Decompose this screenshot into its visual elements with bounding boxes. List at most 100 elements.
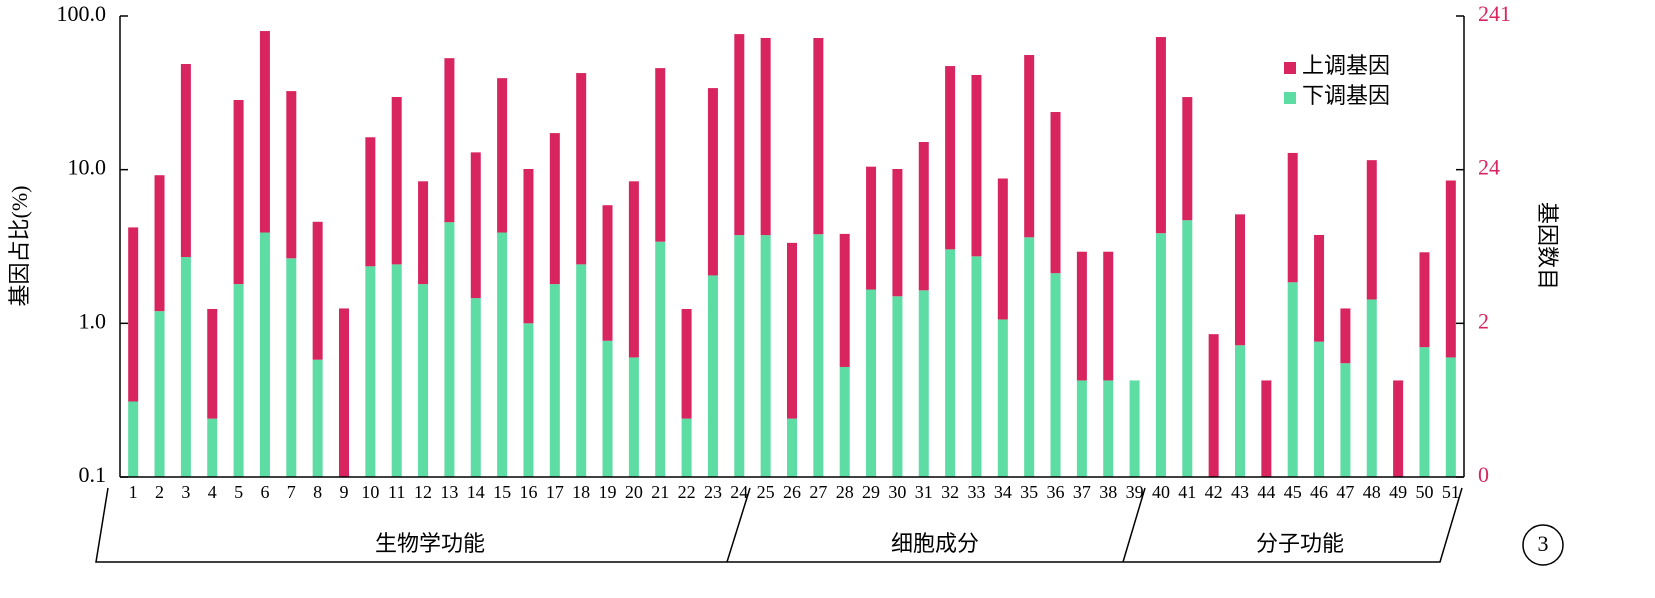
group-label: 分子功能 bbox=[1256, 531, 1344, 556]
x-tick-label: 5 bbox=[234, 482, 243, 502]
bar-segment bbox=[418, 181, 429, 285]
x-tick-label: 25 bbox=[757, 482, 775, 502]
panel-circle bbox=[1522, 524, 1564, 566]
bar-segment bbox=[787, 242, 797, 419]
bar-segment bbox=[1103, 380, 1114, 477]
x-tick-label: 17 bbox=[546, 482, 564, 502]
bar-segment bbox=[1076, 380, 1087, 477]
bar-segment bbox=[470, 152, 481, 299]
y-tick-label: 10.0 bbox=[68, 155, 107, 180]
bar-segment bbox=[154, 311, 165, 477]
bar-segment bbox=[286, 91, 297, 259]
bar-segment bbox=[1340, 363, 1351, 477]
x-tick-label: 31 bbox=[915, 482, 933, 502]
bar-segment bbox=[628, 357, 639, 477]
bar-segment bbox=[207, 308, 218, 419]
legend-swatch bbox=[1284, 92, 1296, 104]
x-tick-label: 39 bbox=[1126, 482, 1144, 502]
bar-segment bbox=[787, 418, 797, 477]
bar-segment bbox=[1419, 252, 1430, 348]
x-tick-label: 1 bbox=[129, 482, 138, 502]
bar-segment bbox=[918, 141, 929, 291]
bar-segment bbox=[892, 169, 903, 297]
bar-segment bbox=[1050, 112, 1061, 274]
bar-segment bbox=[1261, 380, 1272, 477]
x-tick-label: 8 bbox=[313, 482, 322, 502]
x-tick-label: 6 bbox=[260, 482, 269, 502]
x-tick-label: 43 bbox=[1231, 482, 1249, 502]
bar-segment bbox=[707, 275, 718, 477]
bar-segment bbox=[470, 298, 481, 477]
bar-segment bbox=[971, 74, 982, 257]
group-divider bbox=[726, 487, 751, 563]
bar-segment bbox=[1445, 180, 1456, 358]
bar-segment bbox=[1024, 55, 1035, 238]
x-tick-label: 49 bbox=[1389, 482, 1407, 502]
bar-segment bbox=[1182, 220, 1193, 477]
bar-segment bbox=[1155, 233, 1166, 477]
bar-segment bbox=[312, 359, 323, 477]
x-tick-label: 35 bbox=[1020, 482, 1038, 502]
bar-segment bbox=[681, 418, 692, 477]
bar-segment bbox=[866, 289, 877, 477]
y2-tick-label: 24 bbox=[1478, 155, 1500, 180]
bar-segment bbox=[734, 235, 745, 477]
x-tick-label: 16 bbox=[519, 482, 537, 502]
x-tick-label: 28 bbox=[836, 482, 854, 502]
bar-segment bbox=[1050, 273, 1061, 477]
x-tick-label: 50 bbox=[1415, 482, 1433, 502]
bar-segment bbox=[1155, 37, 1166, 234]
bar-segment bbox=[1314, 341, 1325, 477]
bar-segment bbox=[549, 284, 560, 477]
x-tick-label: 30 bbox=[888, 482, 906, 502]
bar-segment bbox=[1235, 214, 1245, 346]
bar-segment bbox=[154, 175, 165, 312]
group-bracket bbox=[95, 487, 1463, 563]
x-tick-label: 45 bbox=[1284, 482, 1302, 502]
bar-segment bbox=[391, 96, 402, 265]
x-tick-label: 18 bbox=[572, 482, 590, 502]
bar-segment bbox=[259, 31, 270, 233]
bar-segment bbox=[180, 64, 191, 258]
bar-segment bbox=[866, 166, 877, 290]
y-axis-label: 基因占比(%) bbox=[7, 186, 32, 307]
y2-axis-label: 基因数目 bbox=[1535, 202, 1560, 290]
group-divider bbox=[1122, 487, 1146, 563]
x-tick-label: 20 bbox=[625, 482, 643, 502]
x-tick-label: 32 bbox=[941, 482, 959, 502]
y2-tick-label: 0 bbox=[1478, 462, 1489, 487]
x-tick-label: 27 bbox=[809, 482, 827, 502]
x-tick-label: 36 bbox=[1047, 482, 1065, 502]
x-tick-label: 19 bbox=[599, 482, 617, 502]
x-tick-label: 11 bbox=[388, 482, 405, 502]
bar-segment bbox=[365, 137, 376, 267]
y-tick-label: 0.1 bbox=[79, 462, 107, 487]
bar-segment bbox=[523, 169, 534, 324]
bar-segment bbox=[444, 222, 455, 477]
bar-segment bbox=[997, 319, 1008, 477]
bar-segment bbox=[918, 290, 929, 477]
x-tick-label: 4 bbox=[208, 482, 217, 502]
bar-segment bbox=[839, 366, 850, 477]
x-tick-label: 34 bbox=[994, 482, 1012, 502]
x-tick-label: 10 bbox=[361, 482, 379, 502]
bar-segment bbox=[523, 323, 534, 477]
x-tick-label: 14 bbox=[467, 482, 485, 502]
bar-segment bbox=[892, 296, 903, 477]
x-tick-label: 3 bbox=[181, 482, 190, 502]
x-tick-label: 48 bbox=[1363, 482, 1381, 502]
bar-segment bbox=[128, 227, 139, 402]
bar-segment bbox=[207, 418, 218, 477]
y-tick-label: 1.0 bbox=[79, 308, 107, 333]
bar-segment bbox=[1340, 308, 1351, 364]
legend-label: 下调基因 bbox=[1302, 83, 1390, 108]
x-tick-label: 24 bbox=[730, 482, 748, 502]
x-tick-label: 21 bbox=[651, 482, 669, 502]
bar-segment bbox=[813, 38, 824, 235]
bar-segment bbox=[681, 308, 692, 419]
y2-tick-label: 241 bbox=[1478, 1, 1511, 26]
bar-segment bbox=[444, 58, 455, 223]
x-tick-label: 29 bbox=[862, 482, 880, 502]
legend-swatch bbox=[1284, 62, 1296, 74]
x-tick-label: 22 bbox=[678, 482, 696, 502]
